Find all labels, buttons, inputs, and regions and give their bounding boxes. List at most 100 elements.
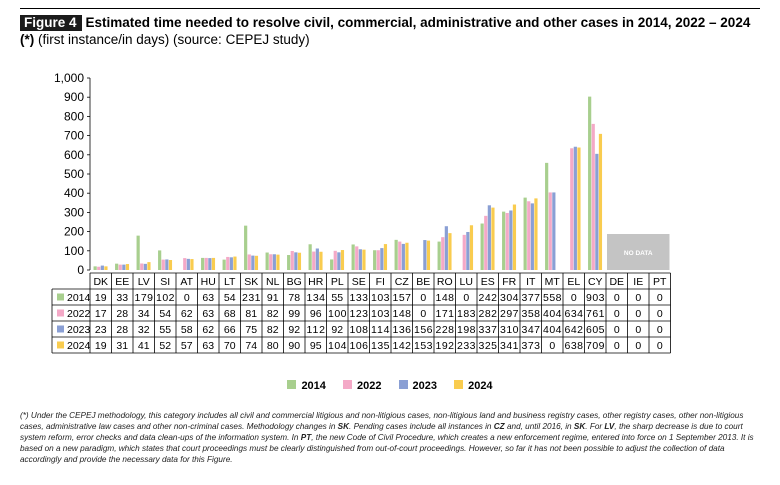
- bar-DK-2014: [93, 266, 97, 270]
- data-value: 62: [181, 308, 193, 320]
- bar-NL-2022: [269, 254, 273, 270]
- footnote-text: and, until 2016, in: [504, 422, 574, 431]
- data-value: 80: [267, 340, 279, 352]
- bar-HU-2022: [204, 257, 208, 270]
- y-tick-label: 100: [64, 244, 84, 258]
- y-tick-label: 800: [64, 109, 84, 123]
- bar-AT-2022: [183, 258, 187, 270]
- data-value: 148: [393, 308, 412, 320]
- data-value: 0: [657, 308, 663, 320]
- no-data-box: [607, 234, 670, 270]
- bar-SK-2024: [254, 255, 259, 270]
- data-value: 0: [184, 292, 190, 304]
- data-value: 0: [614, 340, 620, 352]
- category-label: IE: [633, 276, 643, 288]
- category-label: SE: [352, 276, 366, 288]
- legend-swatch-2024: [454, 380, 464, 389]
- data-value: 33: [116, 292, 128, 304]
- bar-BE-2024: [426, 240, 431, 270]
- data-value: 231: [242, 292, 261, 304]
- category-label: CZ: [395, 276, 410, 288]
- data-value: 114: [371, 324, 390, 336]
- legend-item-2022: 2022: [342, 380, 381, 392]
- row-label-2024: 2024: [67, 340, 91, 352]
- data-value: 404: [543, 308, 562, 320]
- bar-FR-2022: [505, 212, 509, 270]
- bar-IT-2023: [530, 203, 534, 270]
- data-value: 123: [350, 308, 369, 320]
- bar-ES-2022: [484, 215, 488, 270]
- data-value: 63: [202, 308, 214, 320]
- data-value: 304: [500, 292, 519, 304]
- bar-SK-2023: [251, 255, 255, 270]
- data-value: 135: [371, 340, 390, 352]
- data-value: 156: [414, 324, 433, 336]
- bar-CY-2014: [588, 96, 592, 271]
- data-value: 95: [310, 340, 322, 352]
- category-label: DK: [93, 276, 108, 288]
- data-value: 63: [202, 340, 214, 352]
- y-tick-label: 900: [64, 90, 84, 104]
- data-value: 0: [614, 324, 620, 336]
- data-value: 605: [586, 324, 605, 336]
- bar-HU-2014: [201, 257, 205, 270]
- data-value: 100: [328, 308, 347, 320]
- data-value: 57: [181, 340, 193, 352]
- bar-MT-2023: [552, 192, 556, 270]
- bar-CY-2022: [591, 123, 595, 270]
- bar-FI-2022: [376, 250, 380, 270]
- data-value: 58: [181, 324, 193, 336]
- category-label: ES: [481, 276, 495, 288]
- bar-SI-2014: [158, 250, 162, 270]
- legend-swatch-2023: [398, 380, 408, 389]
- data-value: 0: [635, 324, 641, 336]
- data-value: 341: [500, 340, 519, 352]
- title-source: (first instance/in days) (source: CEPEJ …: [34, 32, 310, 47]
- bar-SE-2024: [362, 249, 366, 270]
- data-value: 157: [393, 292, 412, 304]
- data-value: 377: [522, 292, 541, 304]
- bar-BG-2014: [287, 255, 291, 270]
- row-swatch-2023: [57, 325, 64, 333]
- bar-IT-2022: [527, 201, 531, 270]
- data-value: 28: [116, 308, 128, 320]
- data-value: 82: [267, 324, 279, 336]
- bar-CZ-2024: [405, 242, 409, 270]
- bar-LU-2023: [466, 231, 470, 270]
- bar-EL-2023: [573, 146, 577, 270]
- data-value: 108: [350, 324, 369, 336]
- bar-LU-2024: [469, 225, 474, 270]
- bar-ES-2024: [491, 207, 495, 270]
- data-value: 70: [224, 340, 236, 352]
- data-value: 66: [224, 324, 236, 336]
- data-value: 310: [500, 324, 519, 336]
- data-value: 52: [159, 340, 171, 352]
- data-value: 92: [288, 324, 300, 336]
- data-value: 74: [245, 340, 257, 352]
- y-tick-label: 300: [64, 205, 84, 219]
- category-label: DE: [609, 276, 624, 288]
- data-value: 0: [635, 292, 641, 304]
- data-value: 761: [586, 308, 605, 320]
- data-value: 325: [479, 340, 498, 352]
- y-tick-label: 500: [64, 167, 84, 181]
- data-value: 106: [350, 340, 369, 352]
- category-label: BG: [287, 276, 302, 288]
- data-value: 34: [138, 308, 150, 320]
- data-value: 28: [116, 324, 128, 336]
- category-label: FR: [502, 276, 516, 288]
- bar-RO-2014: [437, 241, 441, 270]
- bar-CZ-2014: [394, 239, 398, 270]
- bar-CZ-2022: [398, 241, 402, 270]
- data-value: 347: [522, 324, 541, 336]
- y-tick-label: 0: [77, 263, 84, 277]
- bar-CY-2023: [595, 153, 599, 270]
- bar-BG-2023: [294, 252, 298, 270]
- data-value: 0: [635, 340, 641, 352]
- data-value: 233: [457, 340, 476, 352]
- bar-HU-2023: [208, 258, 212, 270]
- data-value: 99: [288, 308, 300, 320]
- top-rule: [20, 8, 760, 9]
- figure-title: Figure 4 Estimated time needed to resolve…: [20, 14, 760, 48]
- bar-SK-2014: [244, 225, 248, 270]
